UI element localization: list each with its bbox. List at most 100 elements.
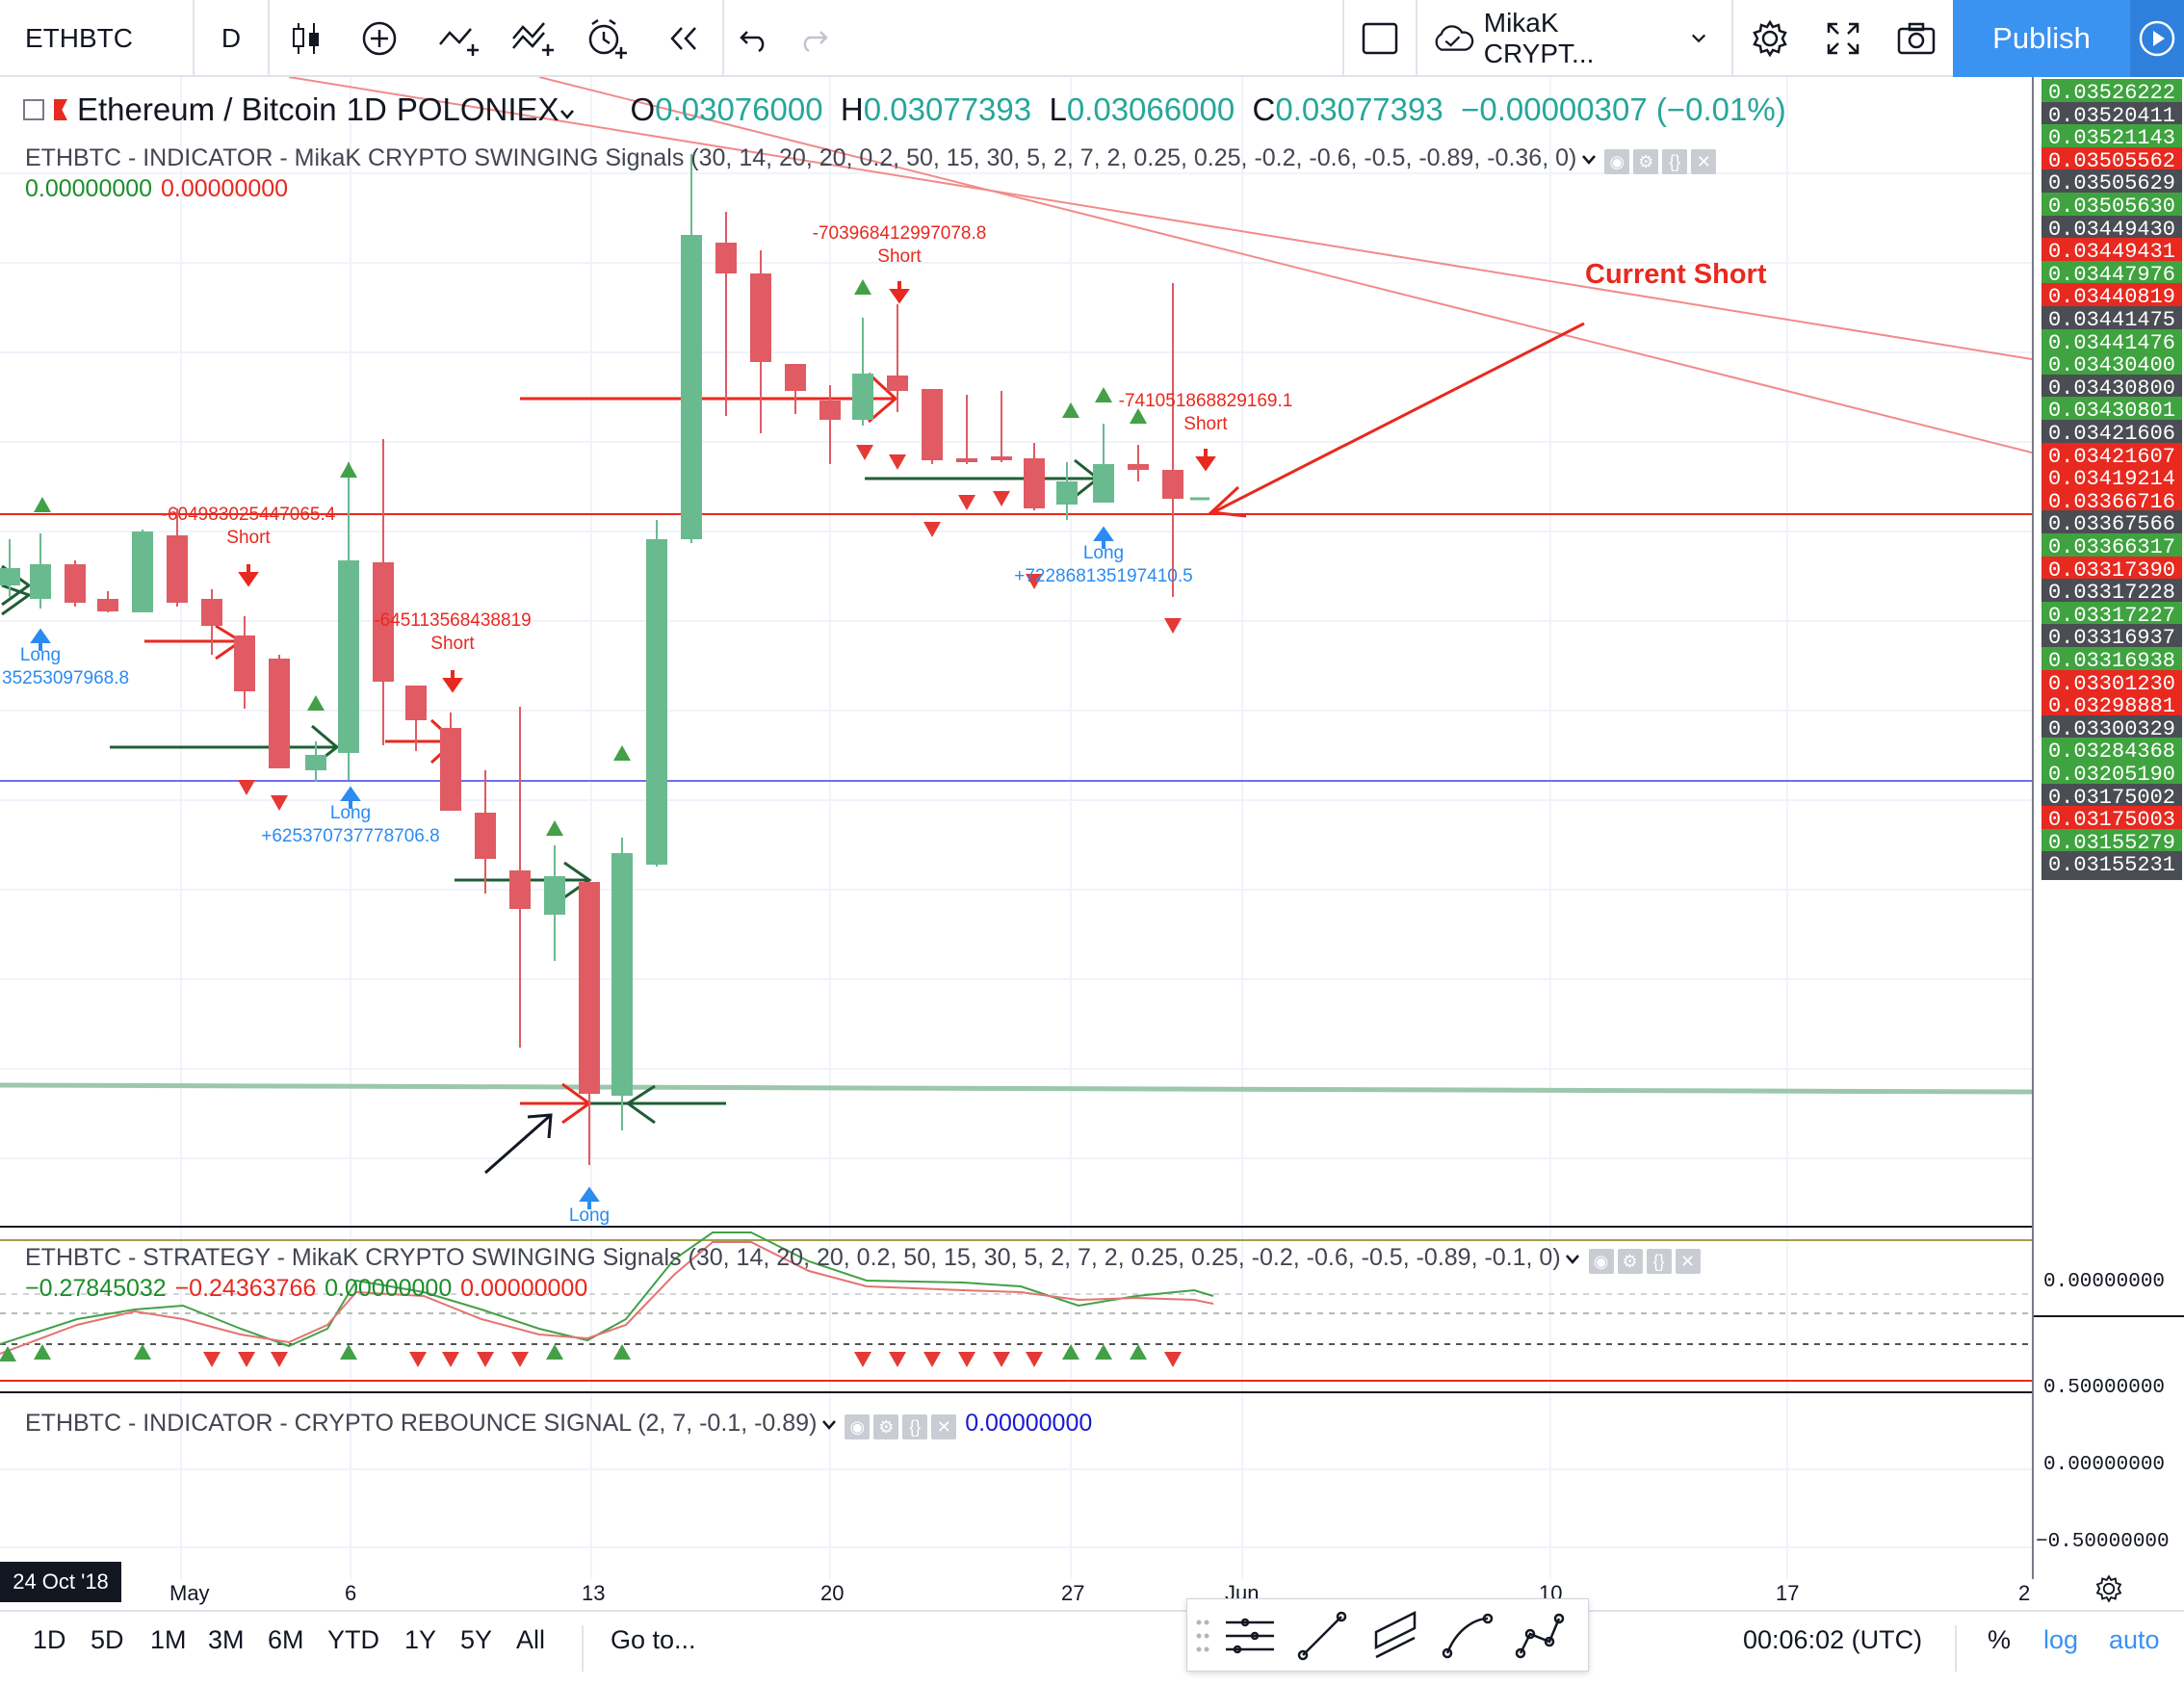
scale-settings-button[interactable] xyxy=(2080,1569,2138,1608)
long-signal[interactable]: +722868135197410.5 Long xyxy=(1014,526,1193,586)
range-1d[interactable]: 1D xyxy=(33,1625,66,1654)
horizontal-line-support[interactable] xyxy=(0,1082,2032,1095)
triangle-down-icon xyxy=(923,1352,941,1367)
strategy-value-2: −0.24363766 xyxy=(174,1275,317,1302)
source-code-icon[interactable]: {} xyxy=(1646,1248,1672,1274)
range-5y[interactable]: 5Y xyxy=(460,1625,493,1654)
curve-tool-icon[interactable] xyxy=(1442,1613,1494,1659)
triangle-up-icon xyxy=(613,1344,631,1360)
range-5d[interactable]: 5D xyxy=(91,1625,124,1654)
compare-button[interactable] xyxy=(424,0,497,77)
bar-style-button[interactable] xyxy=(270,0,343,77)
redo-button[interactable] xyxy=(784,0,844,77)
long-signal[interactable]: +625370737778706.8 Long xyxy=(261,786,440,846)
percent-toggle[interactable]: % xyxy=(1988,1625,2012,1654)
chevron-down-icon[interactable] xyxy=(1565,1254,1580,1265)
candle-body xyxy=(30,564,51,599)
fullscreen-button[interactable] xyxy=(1807,0,1880,77)
snapshot-button[interactable] xyxy=(1880,0,1953,77)
candle-body xyxy=(475,813,496,859)
strategy-line-red xyxy=(0,1241,1214,1355)
main-indicator-legend[interactable]: ETHBTC - INDICATOR - MikaK CRYPTO SWINGI… xyxy=(25,144,1717,174)
trendline-lower[interactable] xyxy=(538,77,2032,454)
eye-icon[interactable]: ◉ xyxy=(1604,148,1630,174)
main-legend[interactable]: Ethereum / Bitcoin 1D POLONIEX O0.030760… xyxy=(23,91,1786,128)
gear-icon[interactable]: ⚙ xyxy=(873,1413,899,1439)
exchange-label: POLONIEX xyxy=(396,91,559,127)
time-axis[interactable]: May 6 13 20 27 Jun 10 17 2 xyxy=(0,1579,2032,1610)
drag-handle-icon[interactable] xyxy=(1196,1620,1209,1652)
short-signal[interactable]: -741051868829169.1 Short xyxy=(1119,391,1293,472)
pair-exchange[interactable]: POLONIEX xyxy=(397,91,575,128)
interval-button[interactable]: D xyxy=(195,0,268,77)
publish-button[interactable]: Publish xyxy=(1953,0,2130,77)
symbol-search[interactable]: ETHBTC xyxy=(0,0,193,77)
triangle-down-icon xyxy=(1026,574,1043,589)
strategy-legend[interactable]: ETHBTC - STRATEGY - MikaK CRYPTO SWINGIN… xyxy=(25,1244,1701,1274)
range-all[interactable]: All xyxy=(516,1625,546,1654)
triangle-down-icon xyxy=(856,445,873,460)
horizontal-lines-tool-icon[interactable] xyxy=(1226,1618,1274,1654)
publish-video-button[interactable] xyxy=(2130,0,2184,77)
long-signal[interactable]: 35253097968.8 Long xyxy=(2,628,129,688)
strategy-triangles xyxy=(0,1344,1182,1367)
candle-body xyxy=(65,564,86,603)
close-icon[interactable]: ✕ xyxy=(1675,1248,1701,1274)
price-label: 0.03175002 xyxy=(2041,783,2182,813)
open-value: 0.03076000 xyxy=(655,91,823,127)
replay-button[interactable] xyxy=(647,0,720,77)
triangle-up-icon xyxy=(1095,387,1112,402)
eye-icon[interactable]: ◉ xyxy=(845,1413,871,1439)
triangle-up-icon xyxy=(134,1344,151,1360)
range-ytd[interactable]: YTD xyxy=(327,1625,379,1654)
range-1m[interactable]: 1M xyxy=(150,1625,187,1654)
chart-canvas[interactable]: Current Short -604983025447065.4Short-64… xyxy=(0,77,2032,1579)
goto-button[interactable]: Go to... xyxy=(611,1625,696,1654)
range-3m[interactable]: 3M xyxy=(208,1625,245,1654)
close-icon[interactable]: ✕ xyxy=(931,1413,957,1439)
trend-line-tool-icon[interactable] xyxy=(1297,1611,1347,1661)
trendline-upper[interactable] xyxy=(288,77,2032,360)
black-arrow-annotation[interactable] xyxy=(484,1113,553,1175)
undo-button[interactable] xyxy=(724,0,784,77)
time-label-may: May xyxy=(169,1581,210,1605)
chart-area[interactable]: Current Short -604983025447065.4 Short -64… xyxy=(0,77,2032,1579)
long-signal[interactable]: Long xyxy=(569,1186,610,1226)
alert-button[interactable] xyxy=(570,0,643,77)
current-short-arrow[interactable] xyxy=(1208,322,1585,518)
time-label-20: 20 xyxy=(820,1581,845,1605)
range-1y[interactable]: 1Y xyxy=(404,1625,437,1654)
time-label-6: 6 xyxy=(345,1581,357,1605)
open-label: O xyxy=(630,91,656,127)
layout-button[interactable] xyxy=(1344,0,1416,77)
collapse-icon[interactable] xyxy=(23,99,44,120)
add-indicator-button[interactable] xyxy=(343,0,416,77)
close-icon[interactable]: ✕ xyxy=(1691,148,1717,174)
source-code-icon[interactable]: {} xyxy=(902,1413,928,1439)
indicators-button[interactable] xyxy=(497,0,570,77)
price-label: 0.03505629 xyxy=(2041,169,2182,199)
gear-icon[interactable]: ⚙ xyxy=(1617,1248,1643,1274)
chevron-down-icon[interactable] xyxy=(821,1419,837,1431)
parallel-channel-tool-icon[interactable] xyxy=(1374,1610,1417,1659)
short-signal[interactable]: -604983025447065.4 Short xyxy=(162,505,336,587)
settings-icon xyxy=(1753,19,1787,58)
price-scale[interactable]: 0.03526222 0.03520411 0.03521143 0.03505562… xyxy=(2032,77,2184,1579)
log-toggle[interactable]: log xyxy=(2043,1625,2079,1654)
short-signal[interactable]: -645113568438819 Short xyxy=(374,610,532,693)
chevron-down-icon[interactable] xyxy=(1581,154,1597,166)
time-label-17: 17 xyxy=(1776,1581,1800,1605)
settings-button[interactable] xyxy=(1733,0,1807,77)
rebounce-legend[interactable]: ETHBTC - INDICATOR - CRYPTO REBOUNCE SIG… xyxy=(25,1410,1092,1439)
replay-icon xyxy=(670,27,696,50)
gear-icon[interactable]: ⚙ xyxy=(1633,148,1659,174)
layout-save-dropdown[interactable]: MikaK CRYPT... xyxy=(1417,0,1706,77)
path-tool-icon[interactable] xyxy=(1515,1613,1565,1659)
source-code-icon[interactable]: {} xyxy=(1662,148,1688,174)
utc-clock[interactable]: 00:06:02 (UTC) xyxy=(1743,1625,1923,1654)
eye-icon[interactable]: ◉ xyxy=(1588,1248,1614,1274)
range-6m[interactable]: 6M xyxy=(268,1625,304,1654)
redo-icon xyxy=(803,31,828,53)
auto-toggle[interactable]: auto xyxy=(2109,1625,2160,1654)
